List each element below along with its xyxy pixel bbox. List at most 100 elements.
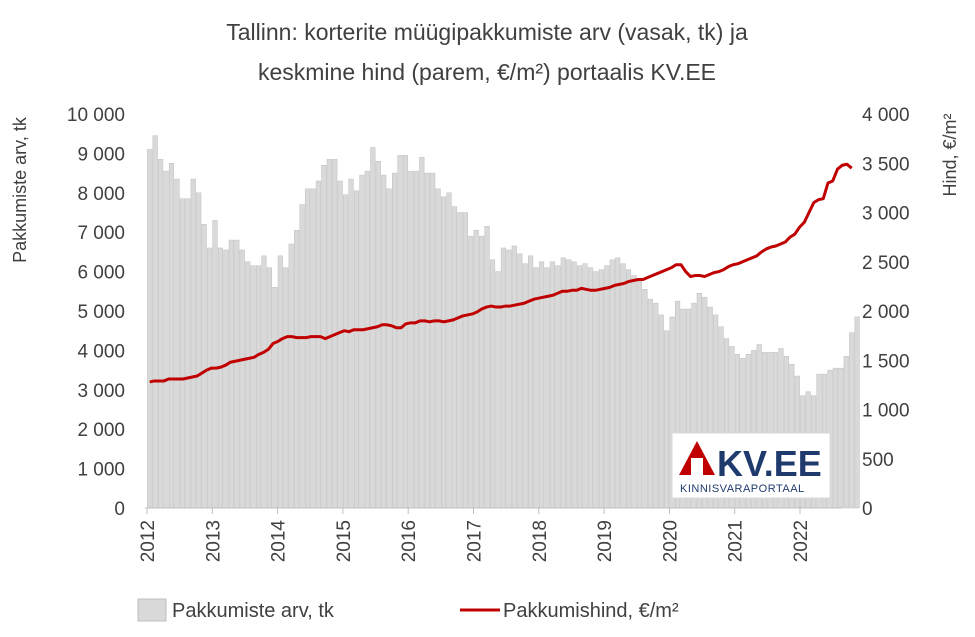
bar bbox=[207, 247, 213, 509]
legend-label-bars: Pakkumiste arv, tk bbox=[172, 600, 335, 622]
bar bbox=[647, 298, 653, 509]
bar bbox=[566, 259, 572, 509]
bar bbox=[201, 224, 207, 509]
x-tick-label: 2015 bbox=[334, 520, 355, 562]
y-left-tick-label: 6 000 bbox=[77, 263, 125, 284]
x-tick-label: 2014 bbox=[269, 520, 290, 563]
bar bbox=[555, 265, 561, 509]
bar bbox=[343, 194, 349, 509]
chart-title-line1: Tallinn: korterite müügipakkumiste arv (… bbox=[226, 19, 748, 45]
bar bbox=[528, 255, 534, 509]
y-left-tick-label: 9 000 bbox=[77, 144, 125, 165]
bar bbox=[604, 265, 610, 509]
bar bbox=[294, 229, 300, 509]
y-left-tick-label: 8 000 bbox=[77, 184, 125, 205]
bar bbox=[636, 281, 643, 509]
y-axis-left-label: Pakkumiste arv, tk bbox=[10, 116, 30, 263]
bar bbox=[446, 192, 452, 509]
bar bbox=[239, 249, 245, 509]
bar bbox=[326, 159, 332, 509]
bar bbox=[196, 192, 202, 509]
y-right-tick-label: 1 000 bbox=[862, 401, 910, 422]
bar bbox=[223, 249, 229, 509]
bar bbox=[158, 159, 164, 509]
bar bbox=[473, 229, 479, 509]
bar bbox=[615, 257, 621, 509]
y-left-tick-label: 0 bbox=[114, 499, 125, 520]
bar bbox=[217, 247, 224, 509]
y-right-tick-label: 500 bbox=[862, 450, 894, 471]
bar bbox=[310, 188, 316, 509]
bar bbox=[577, 265, 583, 509]
bar bbox=[598, 269, 604, 509]
bar bbox=[163, 170, 169, 509]
bar bbox=[522, 263, 528, 509]
bar bbox=[419, 157, 425, 509]
bar bbox=[353, 190, 360, 509]
y-right-tick-label: 0 bbox=[862, 499, 873, 520]
bar bbox=[653, 302, 659, 509]
y-left-tick-label: 2 000 bbox=[77, 420, 125, 441]
bar bbox=[549, 261, 555, 509]
kv-logo: KV.EE KINNISVARAPORTAAL bbox=[671, 432, 831, 499]
bar bbox=[288, 243, 294, 509]
bar bbox=[435, 188, 441, 509]
bar bbox=[451, 206, 458, 509]
bar bbox=[185, 198, 191, 509]
bar bbox=[843, 356, 849, 509]
bar bbox=[190, 178, 196, 509]
y-left-tick-label: 4 000 bbox=[77, 341, 125, 362]
bar bbox=[582, 263, 588, 509]
bar bbox=[272, 287, 278, 509]
bar bbox=[413, 170, 419, 509]
bar bbox=[359, 174, 365, 509]
bar bbox=[626, 269, 632, 509]
bar bbox=[849, 332, 855, 509]
bar bbox=[299, 204, 305, 509]
bar bbox=[587, 267, 594, 509]
bar bbox=[402, 155, 409, 509]
bar bbox=[511, 245, 517, 509]
legend: Pakkumiste arv, tk Pakkumishind, €/m² bbox=[137, 598, 679, 622]
y-axis-right-label: Hind, €/m² bbox=[940, 113, 960, 196]
y-right-tick-label: 4 000 bbox=[862, 105, 910, 126]
bar bbox=[838, 367, 844, 509]
bar bbox=[664, 330, 670, 509]
x-tick-label: 2016 bbox=[399, 520, 420, 562]
bar bbox=[245, 261, 251, 509]
x-tick-label: 2019 bbox=[595, 520, 616, 562]
bar bbox=[430, 172, 436, 509]
x-tick-label: 2018 bbox=[530, 520, 551, 562]
bar bbox=[266, 267, 273, 509]
y-left-tick-label: 1 000 bbox=[77, 460, 125, 481]
bar bbox=[489, 259, 496, 509]
bar bbox=[392, 172, 398, 509]
bar bbox=[174, 178, 180, 509]
bar bbox=[506, 249, 512, 509]
bar bbox=[468, 235, 474, 509]
y-right-tick-label: 2 000 bbox=[862, 302, 910, 323]
bar bbox=[408, 170, 414, 509]
bar bbox=[424, 172, 430, 509]
bar bbox=[457, 212, 463, 509]
bar bbox=[283, 267, 289, 509]
y-right-tick-label: 3 000 bbox=[862, 204, 910, 225]
x-axis: 2012 2013 2014 2015 2016 2017 2018 2019 2020 2021… bbox=[138, 508, 812, 562]
bar bbox=[152, 135, 158, 509]
bar bbox=[261, 255, 267, 509]
bar bbox=[397, 155, 403, 509]
legend-swatch-bars bbox=[137, 598, 167, 622]
bar bbox=[854, 316, 860, 509]
bar bbox=[315, 180, 321, 509]
bar bbox=[168, 163, 175, 509]
bar bbox=[484, 226, 490, 509]
bar bbox=[228, 239, 234, 509]
bar bbox=[544, 267, 550, 509]
bar bbox=[212, 220, 218, 509]
bar bbox=[234, 239, 240, 509]
logo-text: KV.EE bbox=[717, 443, 822, 484]
y-right-tick-label: 3 500 bbox=[862, 154, 910, 175]
house-logo-icon bbox=[679, 441, 715, 475]
y-left-tick-label: 7 000 bbox=[77, 223, 125, 244]
x-tick-label: 2020 bbox=[660, 520, 681, 562]
